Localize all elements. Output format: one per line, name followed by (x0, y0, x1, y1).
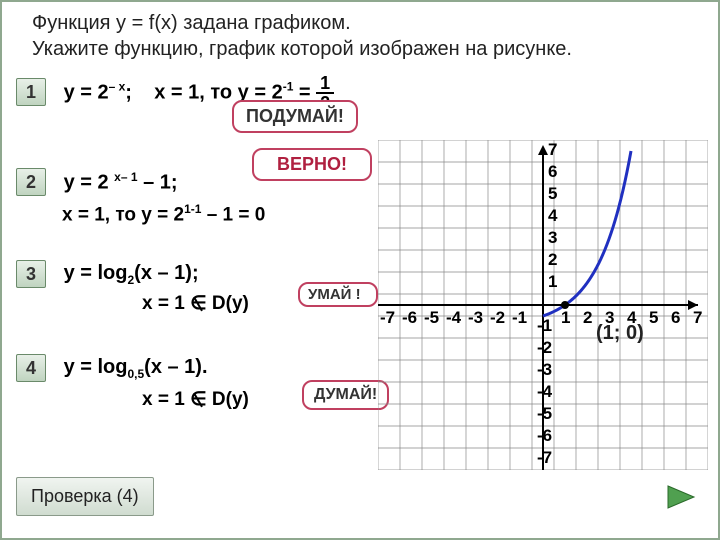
header-line2: Укажите функцию, график которой изображе… (32, 36, 688, 62)
content-area: 1 у = 2– х; х = 1, то у = 2-1 = 12 ПОДУМ… (2, 70, 718, 526)
option-2: 2 у = 2 х– 1 – 1; (16, 168, 178, 196)
o4-arg: (x – 1). (144, 356, 207, 378)
check-button[interactable]: Проверка (4) (16, 477, 154, 516)
o4-formula: y = log (64, 356, 128, 378)
header-line1: Функция у = f(x) задана графиком. (32, 10, 688, 36)
o3-arg: (x – 1); (134, 262, 198, 284)
o1-exp1: – х (109, 80, 126, 94)
option-4: 4 y = log0,5(x – 1). (16, 354, 208, 382)
o3-dy: D(y) (207, 293, 249, 314)
o4-sub: 0,5 (127, 367, 144, 381)
point-label: (1; 0) (596, 322, 644, 345)
o2-eq: – 1 = 0 (201, 204, 265, 225)
option-3-number[interactable]: 3 (16, 260, 46, 288)
o2-check: х = 1, то у = 2 (62, 204, 184, 225)
o1-formula: у = 2 (64, 81, 109, 103)
o4-explain: х = 1 ∈ D(y) (142, 388, 249, 411)
o2-exp1: х– 1 (114, 170, 137, 184)
callout-correct: ВЕРНО! (252, 148, 372, 181)
callout-think-3: ДУМАЙ! (302, 380, 389, 410)
callout-think-1: ПОДУМАЙ! (232, 100, 358, 133)
o1-sep: ; (125, 81, 132, 103)
o2-formula: у = 2 (64, 172, 115, 194)
o2-explain: х = 1, то у = 21-1 – 1 = 0 (62, 202, 265, 226)
graph-area: (1; 0) 7654321-1-2-3-4-5-6-7-7-6-5-4-3-2… (378, 140, 708, 470)
o3-explain: х = 1 ∈ D(y) (142, 292, 249, 315)
o1-frac-num: 1 (316, 74, 334, 94)
option-1-number[interactable]: 1 (16, 78, 46, 106)
o4-notin: ∈ (190, 388, 207, 411)
option-4-number[interactable]: 4 (16, 354, 46, 382)
o3-notin: ∈ (190, 292, 207, 315)
option-2-number[interactable]: 2 (16, 168, 46, 196)
o3-formula: y = log (64, 262, 128, 284)
o2-tail: – 1; (138, 172, 178, 194)
next-arrow[interactable] (664, 482, 700, 512)
o1-exp2: -1 (283, 80, 294, 94)
callout-think-2: УМАЙ ! (298, 282, 378, 307)
o4-check: х = 1 (142, 389, 190, 410)
o2-exp2: 1-1 (184, 202, 201, 216)
o4-dy: D(y) (207, 389, 249, 410)
o3-check: х = 1 (142, 293, 190, 314)
option-3: 3 y = log2(x – 1); (16, 260, 199, 288)
